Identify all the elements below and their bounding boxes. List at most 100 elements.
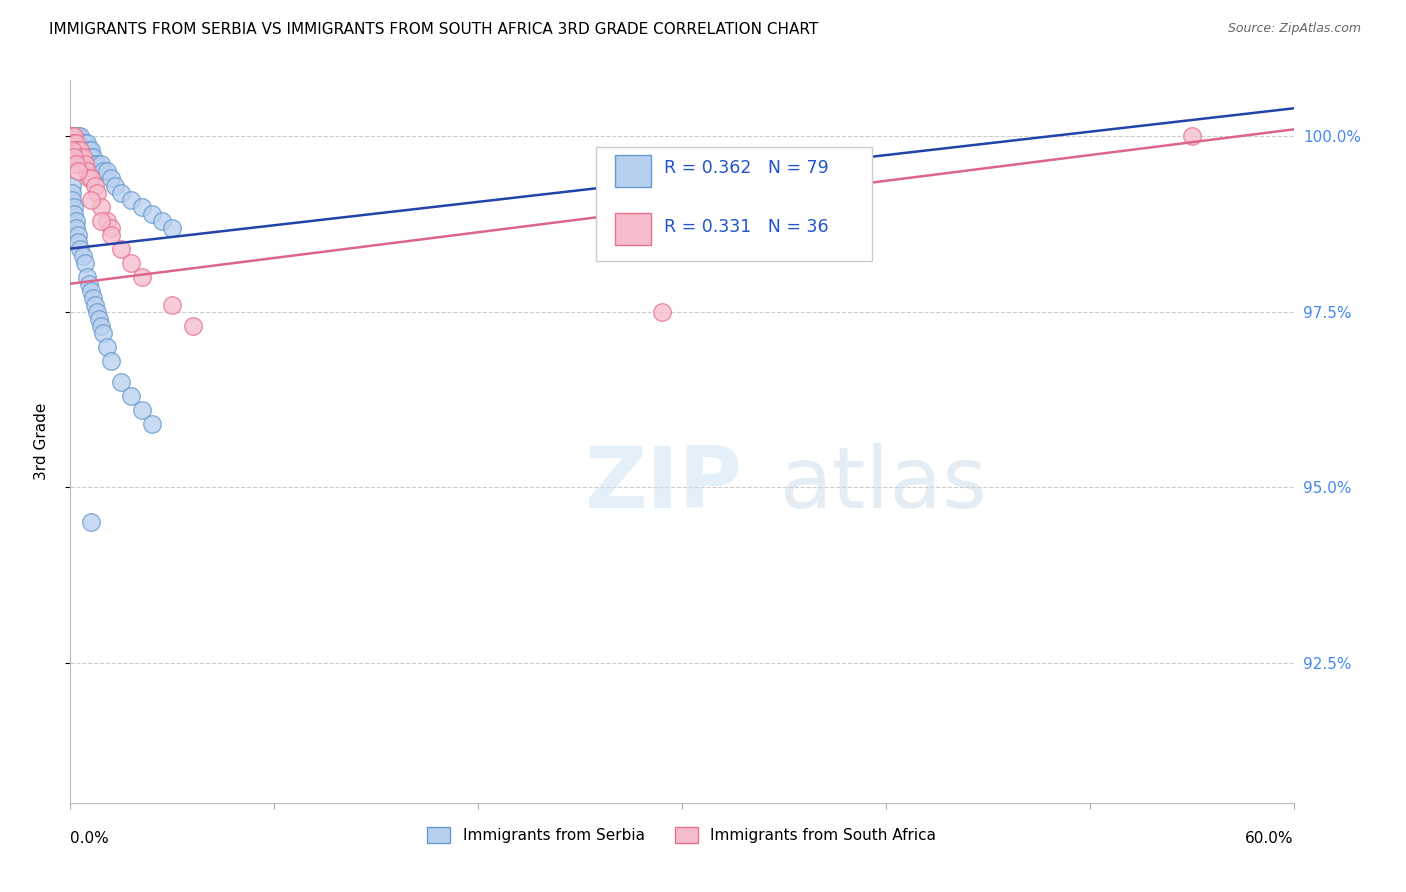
Point <box>60 136 83 151</box>
Point <box>63 151 86 165</box>
Point <box>79 515 103 529</box>
Point <box>67 129 90 144</box>
Point <box>121 389 143 403</box>
Point <box>104 178 127 193</box>
Point <box>65 136 87 151</box>
Point <box>96 164 118 178</box>
Point <box>82 291 104 305</box>
Point <box>60 129 83 144</box>
Text: 0.0%: 0.0% <box>70 830 110 846</box>
Text: ZIP: ZIP <box>583 443 742 526</box>
Point <box>90 318 112 333</box>
Point <box>63 200 86 214</box>
Point <box>83 178 105 193</box>
Point <box>60 144 83 158</box>
Point <box>96 213 118 227</box>
Point <box>82 151 104 165</box>
Point <box>67 235 90 249</box>
Point <box>162 298 183 312</box>
Point <box>141 417 163 431</box>
Point <box>72 151 94 165</box>
Text: IMMIGRANTS FROM SERBIA VS IMMIGRANTS FROM SOUTH AFRICA 3RD GRADE CORRELATION CHA: IMMIGRANTS FROM SERBIA VS IMMIGRANTS FRO… <box>49 22 818 37</box>
Point <box>150 213 173 227</box>
Point <box>121 255 143 269</box>
Point <box>110 242 132 256</box>
Point <box>77 171 100 186</box>
Point <box>110 186 132 200</box>
Point <box>60 144 83 158</box>
Point <box>77 144 100 158</box>
Point <box>60 129 83 144</box>
Point <box>90 213 112 227</box>
Point <box>69 129 91 144</box>
Point <box>67 144 90 158</box>
Point <box>60 129 83 144</box>
Point <box>63 144 86 158</box>
Point <box>69 144 91 158</box>
Text: R = 0.362   N = 79: R = 0.362 N = 79 <box>664 160 828 178</box>
Point <box>69 151 91 165</box>
Point <box>65 220 87 235</box>
Point <box>65 144 87 158</box>
Point <box>90 200 112 214</box>
Text: atlas: atlas <box>780 443 988 526</box>
Point <box>60 129 83 144</box>
Point <box>1181 129 1204 144</box>
Point <box>67 151 90 165</box>
Point <box>73 157 96 171</box>
Point <box>63 129 86 144</box>
Point <box>60 193 83 207</box>
FancyBboxPatch shape <box>596 147 872 260</box>
Point <box>91 164 114 178</box>
Legend: Immigrants from Serbia, Immigrants from South Africa: Immigrants from Serbia, Immigrants from … <box>422 822 942 849</box>
Point <box>60 129 83 144</box>
Point <box>60 136 83 151</box>
Y-axis label: 3rd Grade: 3rd Grade <box>35 403 49 480</box>
Point <box>79 284 103 298</box>
Point <box>72 249 94 263</box>
Point <box>79 151 103 165</box>
Point <box>72 144 94 158</box>
Point <box>131 403 153 417</box>
Point <box>96 340 118 354</box>
Point <box>83 298 105 312</box>
Point <box>65 129 87 144</box>
Point <box>79 171 103 186</box>
Point <box>650 305 672 319</box>
Point <box>65 151 87 165</box>
Point <box>67 151 90 165</box>
Point <box>63 129 86 144</box>
Point <box>69 144 91 158</box>
Point <box>100 220 122 235</box>
Point <box>76 164 98 178</box>
Point <box>110 375 132 389</box>
Point <box>90 157 112 171</box>
Point <box>60 178 83 193</box>
Point <box>65 136 87 151</box>
Point <box>63 206 86 220</box>
Point <box>69 136 91 151</box>
FancyBboxPatch shape <box>614 212 651 245</box>
Point <box>76 151 98 165</box>
Point <box>63 136 86 151</box>
Point <box>63 136 86 151</box>
Point <box>121 193 143 207</box>
FancyBboxPatch shape <box>614 154 651 187</box>
Point <box>67 136 90 151</box>
Point <box>65 144 87 158</box>
Point <box>141 206 163 220</box>
Point <box>73 136 96 151</box>
Point <box>100 227 122 242</box>
Point <box>72 136 94 151</box>
Point <box>181 318 204 333</box>
Point <box>100 354 122 368</box>
Point <box>162 220 183 235</box>
Point <box>65 136 87 151</box>
Point <box>65 157 87 171</box>
Point <box>63 129 86 144</box>
Point <box>131 200 153 214</box>
Point <box>60 129 83 144</box>
Point <box>65 213 87 227</box>
Point <box>67 164 90 178</box>
Point <box>76 136 98 151</box>
